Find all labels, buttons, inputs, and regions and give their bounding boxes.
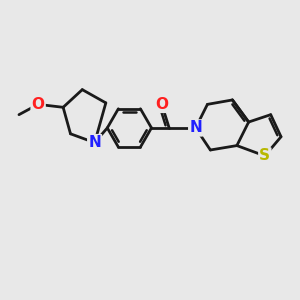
Text: N: N bbox=[189, 120, 202, 135]
Text: O: O bbox=[155, 97, 168, 112]
Text: O: O bbox=[32, 97, 45, 112]
Text: N: N bbox=[88, 135, 101, 150]
Text: S: S bbox=[259, 148, 270, 164]
